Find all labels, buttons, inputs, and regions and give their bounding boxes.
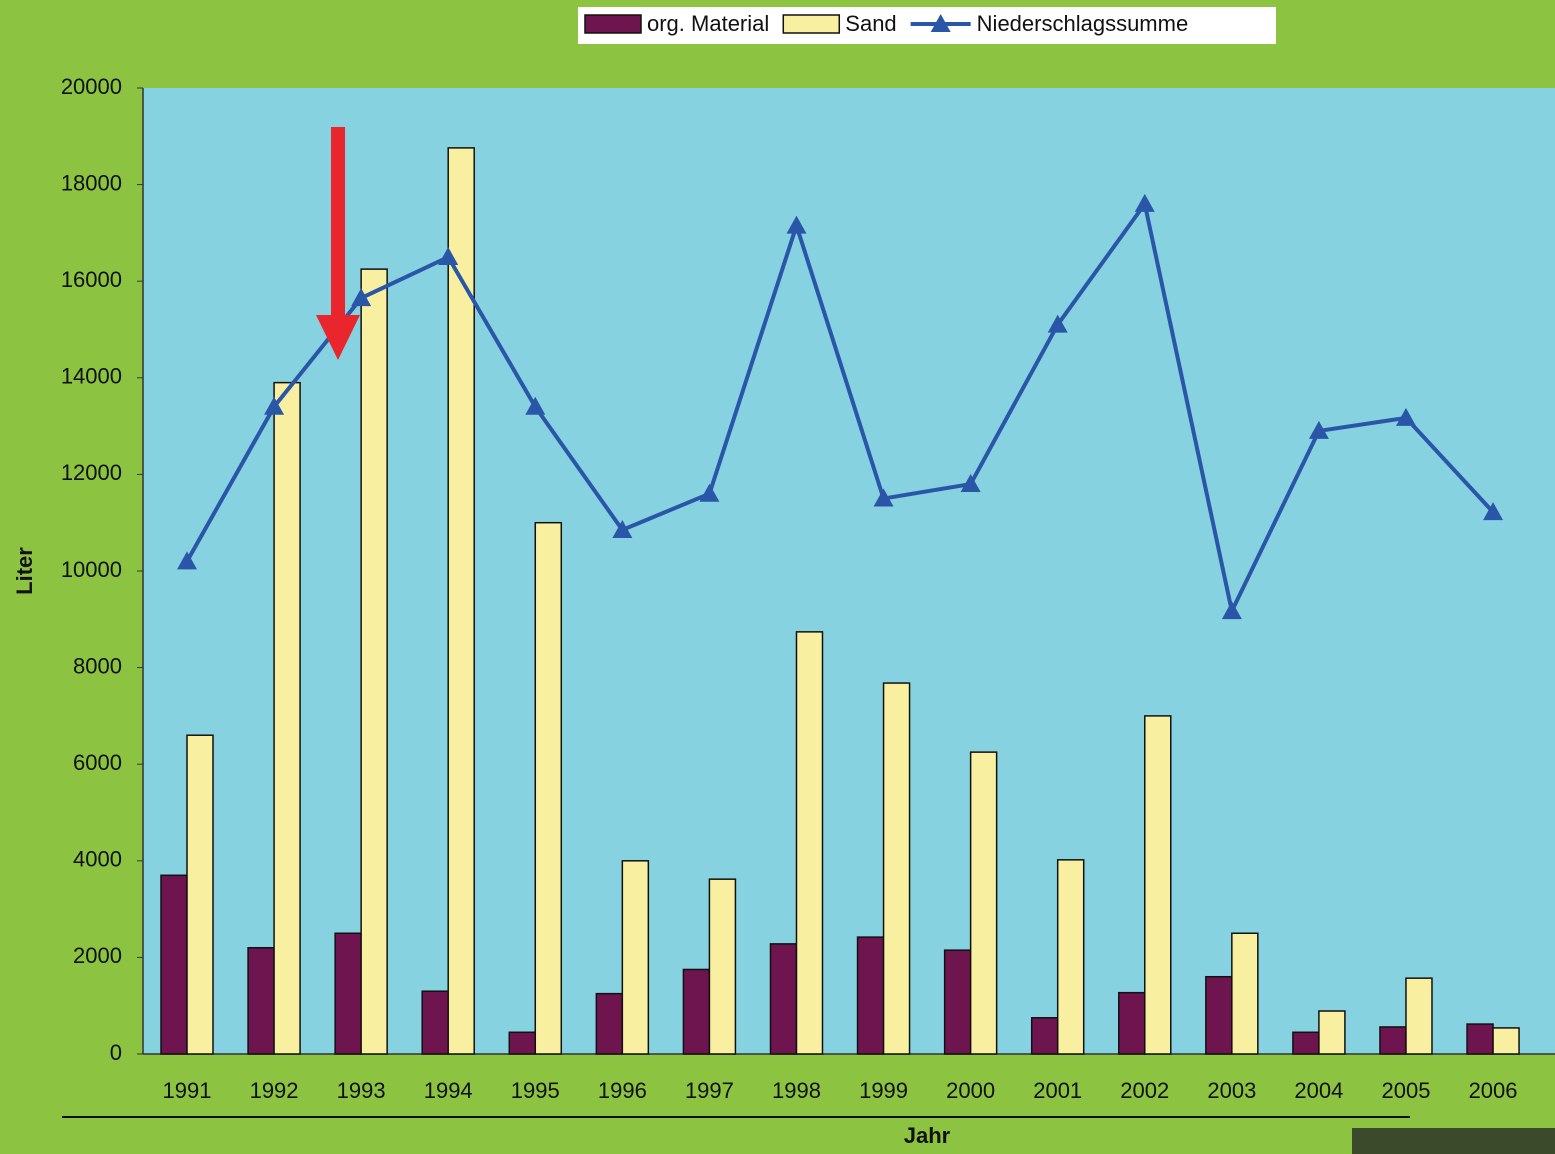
y-tick-label: 12000 [61,460,122,485]
bar [1030,1017,1059,1055]
x-tick-label: 2000 [946,1078,995,1103]
line-marker [177,551,197,570]
legend-label: Sand [845,11,896,36]
x-tick-label: 1996 [598,1078,647,1103]
plot-area [143,88,1555,1054]
line-marker [438,247,459,266]
y-tick-label: 0 [110,1040,122,1065]
legend-label: Niederschlagssumme [977,11,1189,36]
bar [1466,1023,1494,1055]
x-axis-label: Jahr [904,1123,951,1148]
bar [769,943,798,1055]
y-tick-label: 20000 [61,74,122,99]
bar [247,946,275,1055]
x-tick-label: 1999 [859,1078,908,1103]
bar [1292,1031,1320,1055]
y-tick-label: 16000 [61,267,122,292]
x-tick-label: 1998 [772,1078,821,1103]
bar [1056,859,1085,1055]
bar [160,874,188,1055]
x-tick-label: 2001 [1033,1078,1082,1103]
bar [1492,1027,1520,1055]
line-marker [1134,193,1155,212]
x-tick-label: 1992 [250,1078,299,1103]
line-series [185,199,1495,618]
bar [534,521,563,1055]
y-tick-label: 4000 [73,847,122,872]
x-tick-label: 2002 [1120,1078,1169,1103]
bar [1318,1010,1346,1055]
bar [334,932,362,1055]
x-tick-label: 2006 [1469,1078,1518,1103]
line-marker [960,474,981,493]
bar [856,936,885,1055]
photo-fragment [1352,1128,1555,1154]
bar [1118,991,1146,1055]
bar [447,147,475,1055]
y-tick-label: 8000 [73,653,122,678]
x-tick-label: 2005 [1382,1078,1431,1103]
legend-swatch [782,14,841,34]
x-tick-label: 1993 [337,1078,386,1103]
y-tick-label: 6000 [73,750,122,775]
bar [595,992,624,1055]
bar [186,734,214,1055]
line-marker [525,396,546,415]
line-marker [351,288,372,307]
legend-marker [930,14,951,32]
bar [1379,1026,1407,1055]
x-tick-label: 1997 [685,1078,734,1103]
line-marker [1047,314,1068,333]
bar [1205,975,1233,1055]
bar [1405,977,1433,1055]
y-tick-label: 10000 [61,557,122,582]
y-tick-label: 2000 [73,943,122,968]
bar [1231,932,1259,1055]
line-marker [699,483,720,502]
legend-label: org. Material [647,11,769,36]
line-marker [1483,502,1504,521]
x-tick-label: 1994 [424,1078,473,1103]
bar [882,682,911,1055]
x-tick-label: 1991 [163,1078,212,1103]
y-tick-label: 18000 [61,170,122,195]
bar [621,860,650,1055]
line-marker [612,519,633,538]
legend-swatch [584,14,642,34]
line-marker [873,488,894,507]
bar [682,968,711,1055]
line-marker [1221,601,1242,620]
bar [943,949,972,1055]
line-marker [786,215,807,234]
line-marker [1395,407,1416,426]
x-tick-label: 2003 [1207,1078,1256,1103]
bar [421,990,449,1055]
x-tick-label: 2004 [1294,1078,1343,1103]
line-marker [1308,420,1329,439]
bar [508,1031,537,1055]
arrow [316,127,360,360]
bar [708,878,737,1055]
bar [360,268,388,1055]
line-marker [264,396,285,415]
y-axis-label: Liter [12,547,37,595]
bar [1144,715,1172,1055]
y-tick-label: 14000 [61,364,122,389]
bar [969,751,998,1055]
bar [795,631,824,1055]
x-tick-label: 1995 [511,1078,560,1103]
bar [273,381,301,1055]
